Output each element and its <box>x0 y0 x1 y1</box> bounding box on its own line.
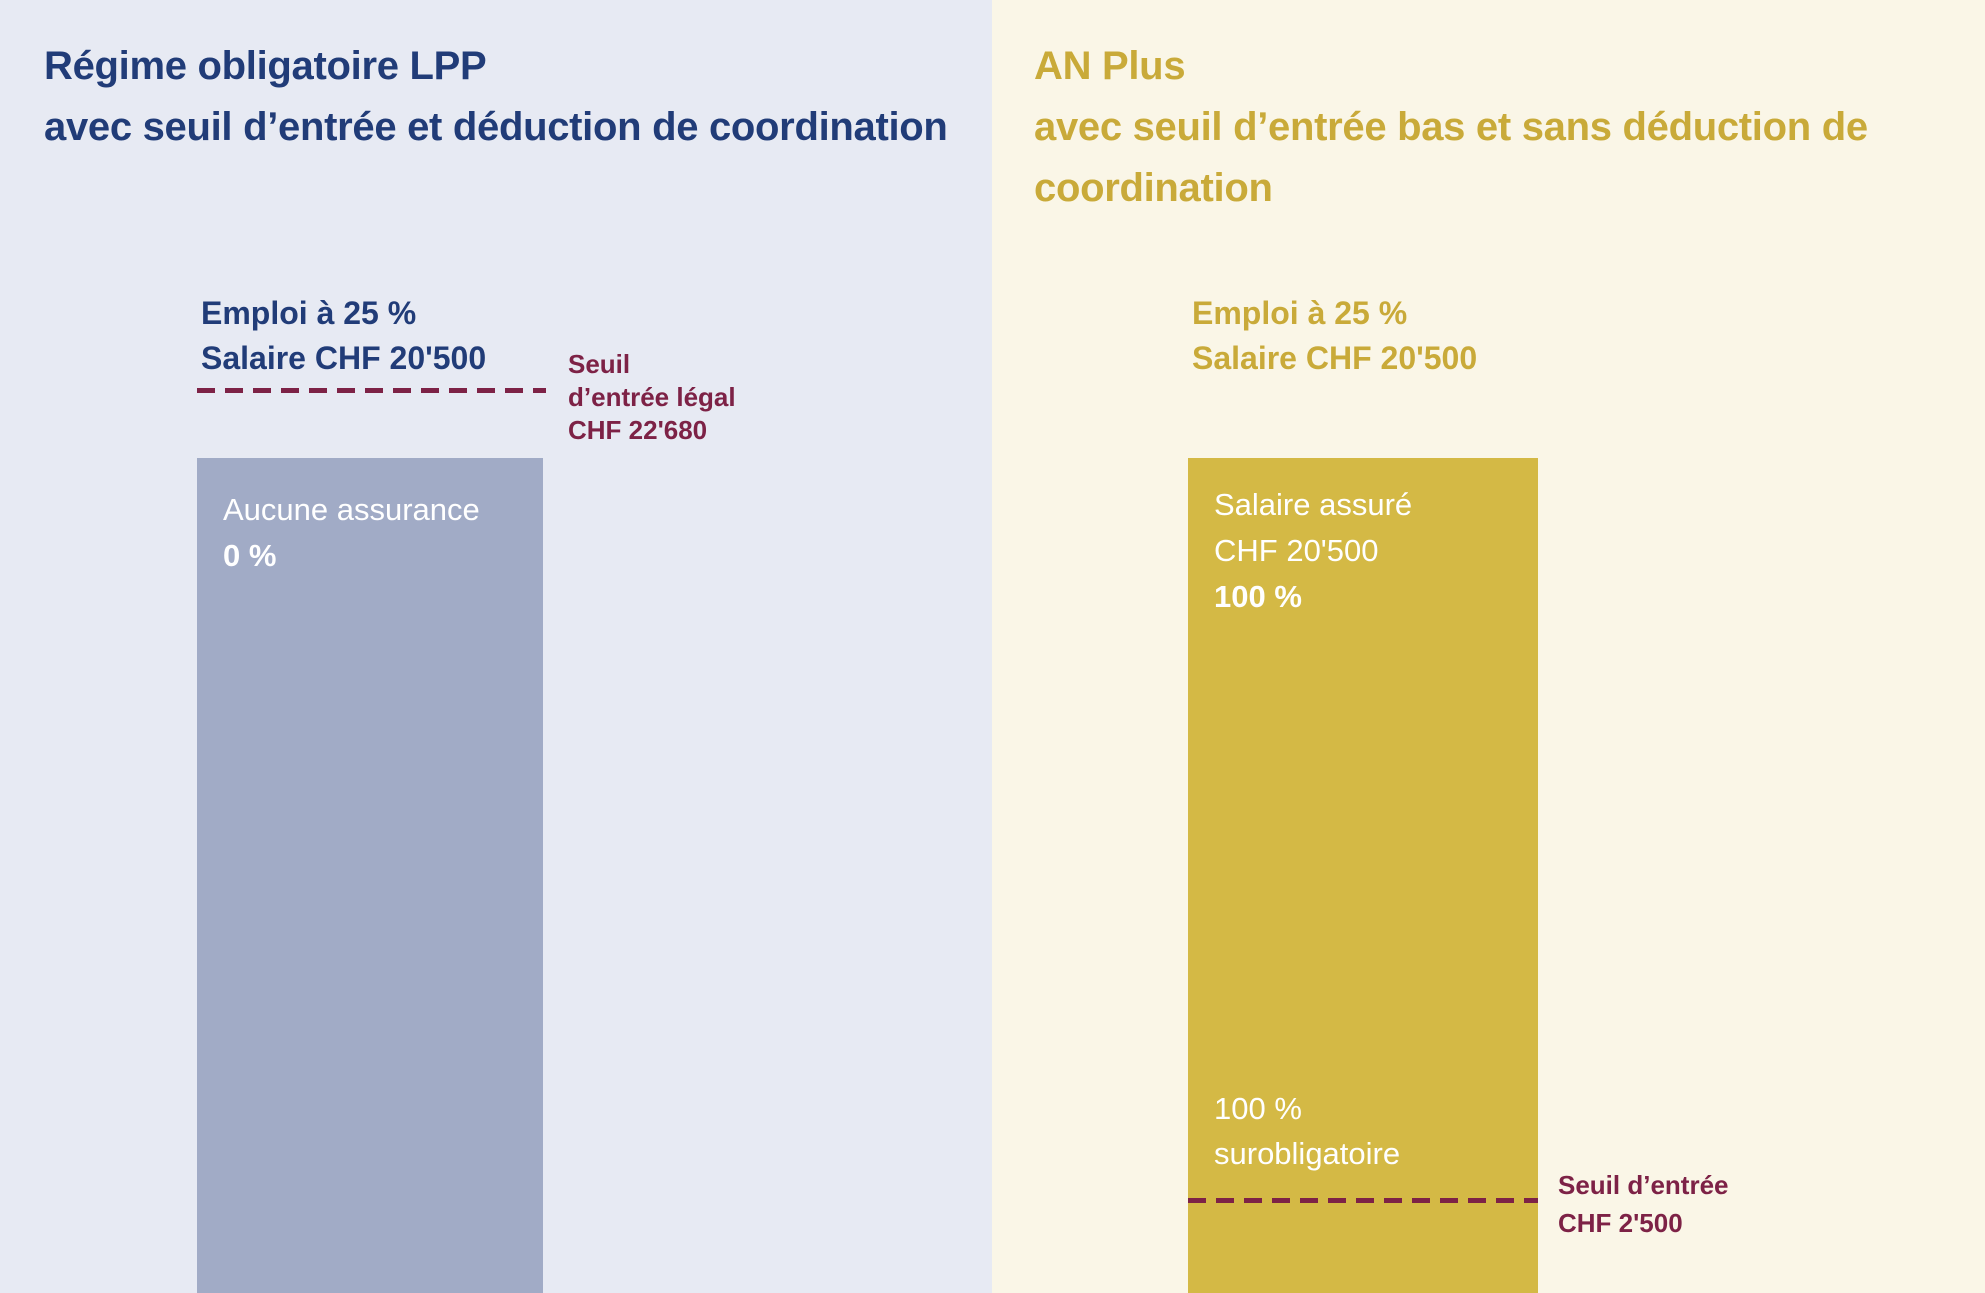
right-entry-threshold-dashed-line <box>1188 1198 1538 1203</box>
bar-anplus-insured-salary: Salaire assuré CHF 20'500 100 % 100 % su… <box>1188 458 1538 1293</box>
right-bar-top-line1: Salaire assuré <box>1214 487 1413 522</box>
right-employment-label: Emploi à 25 % Salaire CHF 20'500 <box>1192 291 1477 381</box>
left-title-line2: avec seuil d’entrée et déduction de coor… <box>44 105 948 149</box>
left-threshold-line1: Seuil <box>568 349 631 379</box>
right-threshold-line2: CHF 2'500 <box>1558 1208 1683 1238</box>
right-title-line1: AN Plus <box>1034 44 1186 88</box>
right-bar-bottom-line1: 100 % <box>1214 1091 1302 1126</box>
right-bar-top-line3: 100 % <box>1214 579 1302 614</box>
left-threshold-label: Seuil d’entrée légal CHF 22'680 <box>568 348 736 447</box>
right-title-line2: avec seuil d’entrée bas et sans déductio… <box>1034 105 1868 149</box>
right-bar-top-text: Salaire assuré CHF 20'500 100 % <box>1214 482 1412 620</box>
right-bar-top-line2: CHF 20'500 <box>1214 533 1379 568</box>
left-threshold-line3: CHF 22'680 <box>568 415 708 445</box>
left-employment-label: Emploi à 25 % Salaire CHF 20'500 <box>201 291 486 381</box>
left-bar-line1: Aucune assurance <box>223 492 480 527</box>
right-threshold-label: Seuil d’entrée CHF 2'500 <box>1558 1166 1729 1242</box>
right-title-line3: coordination <box>1034 166 1273 210</box>
right-panel-title: AN Plus avec seuil d’entrée bas et sans … <box>1034 36 1868 219</box>
right-employment-line1: Emploi à 25 % <box>1192 295 1408 331</box>
right-threshold-line1: Seuil d’entrée <box>1558 1170 1729 1200</box>
left-bar-text: Aucune assurance 0 % <box>223 487 480 579</box>
bar-lpp-no-insurance: Aucune assurance 0 % <box>197 458 543 1293</box>
left-employment-line2: Salaire CHF 20'500 <box>201 340 487 376</box>
left-panel-title: Régime obligatoire LPP avec seuil d’entr… <box>44 36 948 158</box>
right-employment-line2: Salaire CHF 20'500 <box>1192 340 1478 376</box>
left-entry-threshold-dashed-line <box>197 388 546 393</box>
left-title-line1: Régime obligatoire LPP <box>44 44 487 88</box>
left-employment-line1: Emploi à 25 % <box>201 295 417 331</box>
left-bar-line2: 0 % <box>223 538 277 573</box>
left-threshold-line2: d’entrée légal <box>568 382 736 412</box>
right-bar-bottom-line2: surobligatoire <box>1214 1136 1401 1171</box>
right-bar-bottom-text: 100 % surobligatoire <box>1214 1086 1400 1176</box>
